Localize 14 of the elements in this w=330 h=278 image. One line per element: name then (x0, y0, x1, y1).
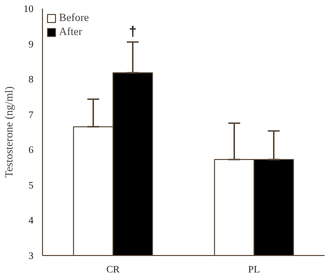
legend-label: Before (59, 12, 89, 24)
y-tick-label: 7 (28, 110, 34, 121)
x-tick-label: CR (106, 264, 120, 276)
y-tick-label: 8 (28, 74, 34, 86)
annotation: † (128, 23, 137, 40)
y-tick-label: 9 (28, 39, 34, 50)
legend-label: After (59, 26, 82, 38)
y-tick-label: 3 (28, 251, 34, 262)
y-tick-label: 10 (24, 4, 34, 15)
y-tick-label: 5 (28, 180, 34, 192)
y-tick-label: 4 (28, 216, 34, 227)
y-tick-label: 6 (28, 145, 34, 156)
y-axis-title: Testosterone (ng/ml) (4, 86, 16, 178)
x-tick-label: PL (248, 264, 260, 276)
